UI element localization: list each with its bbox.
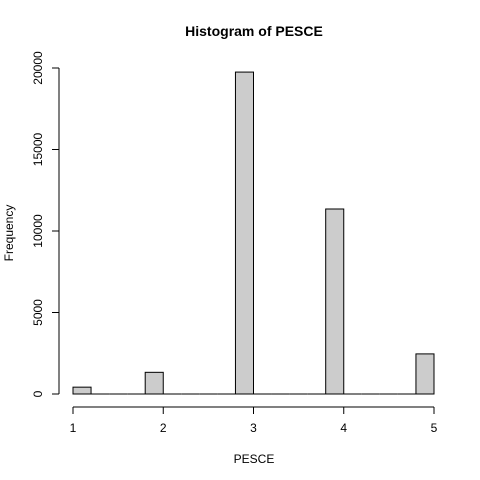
y-tick-label-2: 10000: [31, 214, 45, 248]
histogram-bar-0: [72, 386, 92, 395]
x-tick-label-4: 5: [431, 421, 438, 435]
histogram-bar-14: [325, 208, 345, 395]
x-axis-label: PESCE: [234, 452, 275, 466]
x-tick-label-2: 3: [250, 421, 257, 435]
histogram-bar-9: [234, 71, 254, 395]
bars-group: [72, 71, 435, 395]
y-tick-label-4: 20000: [31, 51, 45, 85]
histogram-bar-19: [415, 353, 435, 395]
x-tick-label-1: 2: [160, 421, 167, 435]
x-tick-label-0: 1: [70, 421, 77, 435]
y-tick-label-0: 0: [31, 390, 45, 397]
y-tick-label-3: 15000: [31, 132, 45, 166]
x-tick-label-3: 4: [340, 421, 347, 435]
chart-title: Histogram of PESCE: [185, 23, 323, 39]
y-tick-label-1: 5000: [31, 299, 45, 326]
y-axis-label: Frequency: [2, 205, 16, 262]
histogram-bar-4: [144, 371, 164, 395]
y-axis: 0 5000 10000 15000 20000: [31, 51, 60, 397]
x-axis: 1 2 3 4 5: [70, 406, 438, 435]
